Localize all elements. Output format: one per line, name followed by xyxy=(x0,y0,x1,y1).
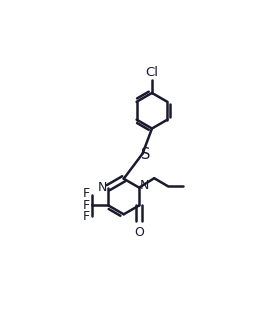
Text: F: F xyxy=(83,199,90,212)
Text: N: N xyxy=(98,181,107,194)
Text: Cl: Cl xyxy=(146,66,158,79)
Text: F: F xyxy=(83,210,90,223)
Text: N: N xyxy=(140,180,149,193)
Text: S: S xyxy=(141,147,150,162)
Text: O: O xyxy=(134,226,144,239)
Text: F: F xyxy=(83,187,90,200)
